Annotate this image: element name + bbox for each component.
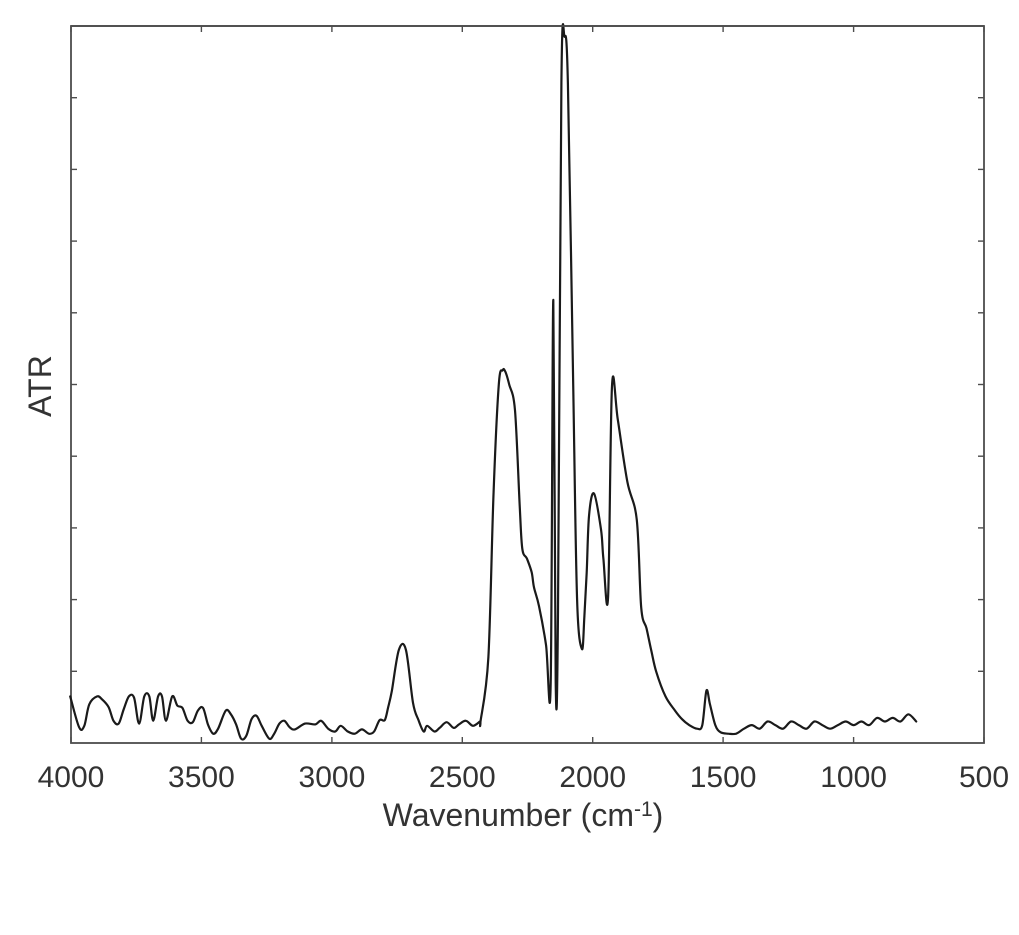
svg-text:3500: 3500 [168,761,235,794]
svg-text:4000: 4000 [38,761,105,794]
svg-text:2000: 2000 [559,761,626,794]
svg-text:Wavenumber (cm-1): Wavenumber (cm-1) [383,797,664,833]
svg-text:500: 500 [959,761,1009,794]
svg-text:3000: 3000 [299,761,366,794]
svg-text:1000: 1000 [820,761,887,794]
svg-text:2500: 2500 [429,761,496,794]
svg-text:1500: 1500 [690,761,757,794]
